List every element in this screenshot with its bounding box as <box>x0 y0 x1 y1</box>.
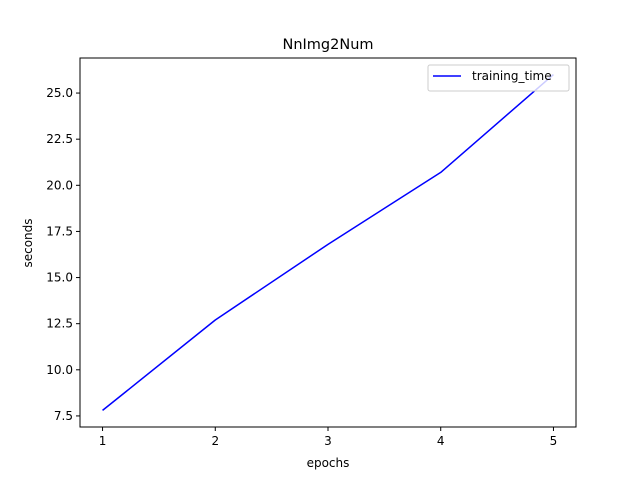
y-axis: 7.5 10.0 12.5 15.0 17.5 20.0 22.5 25.0 <box>46 86 80 423</box>
series-line-training_time <box>102 74 554 411</box>
plot-frame <box>79 57 577 428</box>
y-tick-label: 25.0 <box>46 86 73 100</box>
y-tick-label: 20.0 <box>46 178 73 192</box>
legend-label: training_time <box>472 69 552 83</box>
legend-box <box>427 64 570 92</box>
x-tick-label: 1 <box>99 434 107 448</box>
y-tick-label: 17.5 <box>46 224 73 238</box>
y-tick-label: 15.0 <box>46 271 73 285</box>
series-layer <box>102 74 554 411</box>
y-tick-label: 12.5 <box>46 317 73 331</box>
x-tick-label: 5 <box>550 434 558 448</box>
x-tick-label: 4 <box>437 434 445 448</box>
y-axis-label: seconds <box>21 218 35 267</box>
x-axis: 1 2 3 4 5 <box>99 427 558 448</box>
chart-title: NnImg2Num <box>282 37 373 53</box>
x-axis-label: epochs <box>307 456 350 470</box>
x-tick-label: 3 <box>324 434 332 448</box>
legend: training_time <box>427 64 570 92</box>
y-tick-label: 22.5 <box>46 132 73 146</box>
x-tick-label: 2 <box>211 434 219 448</box>
y-tick-label: 7.5 <box>54 409 73 423</box>
y-tick-label: 10.0 <box>46 363 73 377</box>
